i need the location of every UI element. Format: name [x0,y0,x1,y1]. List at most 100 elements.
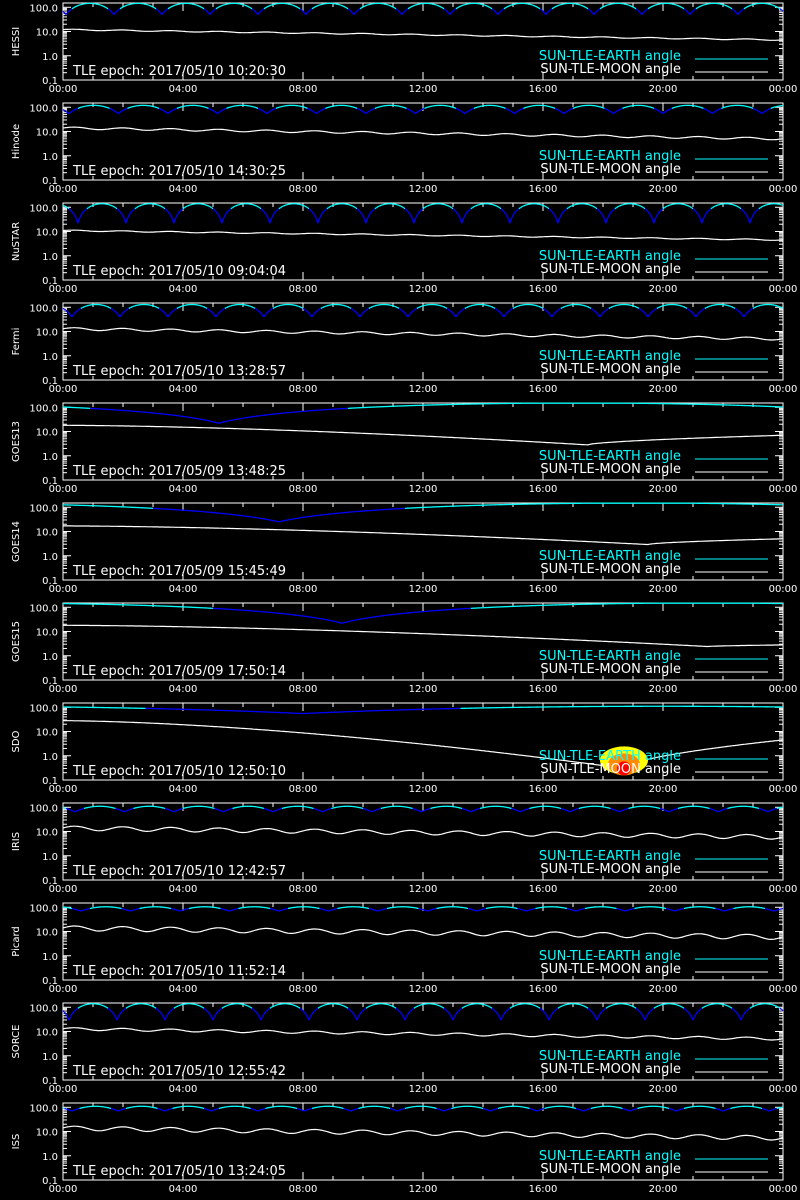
series-earth-angle-segment [712,206,715,209]
series-earth-angle-segment [340,4,343,7]
series-earth-angle-segment [218,311,221,314]
series-earth-angle-segment [320,307,323,309]
series-earth-angle-segment [650,106,653,109]
series-earth-angle-segment [419,305,422,308]
x-tick-label: 04:00 [169,584,198,595]
series-earth-angle-segment [739,207,742,210]
series-earth-angle-segment [311,211,315,214]
series-earth-angle-segment [358,209,361,212]
series-earth-angle-segment [449,206,452,209]
series-earth-angle-segment [169,110,172,113]
series-earth-angle-segment [604,107,607,110]
series-earth-angle-segment [538,305,541,308]
y-tick-label: 1.0 [42,852,58,863]
series-earth-angle-segment [170,215,174,220]
series-earth-angle-segment [521,205,524,208]
tle-epoch-label: TLE epoch: 2017/05/10 14:30:25 [72,164,286,179]
series-earth-angle-segment [113,109,116,112]
series-earth-angle-segment [421,208,424,211]
series-earth-angle-segment [605,4,608,7]
series-earth-angle-segment [463,111,466,115]
series-earth-angle-segment [223,307,226,310]
series-earth-angle-segment [781,9,784,12]
series-earth-angle-segment [214,8,217,11]
series-earth-angle-segment [349,9,352,12]
series-earth-angle-segment [380,204,383,206]
series-earth-angle-segment [251,306,254,309]
series-earth-angle-segment [550,209,553,212]
series-earth-angle-segment [743,211,747,214]
series-earth-angle-segment [404,9,407,12]
series-earth-angle-segment [325,208,328,211]
series-earth-angle-segment [730,7,733,10]
series-earth-angle-segment [695,211,699,214]
series-earth-angle-segment [758,207,761,210]
series-earth-angle-segment [308,9,311,12]
y-tick-label: 1.0 [42,552,58,563]
series-earth-angle-segment [77,308,80,311]
series-earth-angle-segment [221,109,224,112]
series-earth-angle-segment [611,111,614,115]
series-earth-angle-segment [184,206,187,209]
series-earth-angle-segment [715,204,718,207]
series-earth-angle-segment [188,204,191,206]
series-earth-angle-segment [554,107,557,110]
series-earth-angle-segment [116,312,119,316]
series-earth-angle-segment [304,308,307,311]
series-earth-angle-segment [638,307,641,310]
series-earth-angle-segment [274,306,277,309]
series-earth-angle-segment [67,207,70,210]
series-earth-angle-segment [65,12,68,15]
series-earth-angle-segment [79,808,82,811]
series-earth-angle-segment [118,8,121,11]
series-earth-angle-segment [208,205,211,208]
series-earth-angle-segment [589,204,592,206]
series-earth-angle-segment [115,311,118,314]
x-tick-label: 00:00 [49,684,78,695]
series-earth-angle-segment [121,6,124,9]
series-earth-angle-segment [425,106,428,109]
series-earth-angle-segment [734,10,737,14]
series-earth-angle-segment [709,208,712,211]
panel-iris: 100.010.01.00.100:00 04:00 08:00 12:00 16:00… [11,802,797,895]
series-earth-angle-segment [610,110,613,113]
series-earth-angle-segment [299,8,302,11]
series-earth-angle-segment [308,108,311,111]
series-earth-angle-segment [758,110,761,113]
series-earth-angle-segment [109,204,112,206]
series-earth-angle-segment [551,106,554,109]
y-tick-label: 100.0 [29,803,58,814]
series-earth-angle-segment [503,314,507,318]
series-earth-angle-segment [128,106,131,109]
x-tick-label: 00:00 [769,284,798,295]
series-earth-angle-segment [70,809,73,812]
series-earth-angle-segment [88,206,91,209]
series-earth-angle-segment [400,308,403,311]
series-earth-angle-segment [262,209,265,212]
series-earth-angle-segment [350,10,353,14]
series-earth-angle-segment [83,305,86,308]
series-earth-angle-segment [648,212,652,217]
series-earth-angle-segment [556,5,559,7]
series-earth-angle-segment [296,6,299,9]
series-earth-angle-segment [127,307,130,310]
series-earth-angle-segment [743,314,747,318]
series-earth-angle-segment [467,109,470,112]
series-earth-angle-segment [505,107,508,110]
series-earth-angle-segment [259,311,262,314]
series-earth-angle-segment [685,307,688,309]
series-earth-angle-segment [547,10,550,14]
series-earth-angle-segment [740,9,743,12]
series-earth-angle-segment [206,307,209,310]
series-earth-angle-segment [667,204,670,207]
y-tick-label: 0.1 [42,376,58,387]
series-earth-angle-segment [643,311,646,314]
series-earth-angle-segment [593,206,596,209]
series-earth-angle-segment [254,204,257,207]
series-earth-angle-segment [341,5,344,7]
series-earth-angle-segment [745,6,748,9]
series-earth-angle-segment [415,111,418,115]
series-earth-angle-segment [305,309,308,313]
series-earth-angle-segment [129,211,133,214]
series-earth-angle-segment [172,309,175,313]
